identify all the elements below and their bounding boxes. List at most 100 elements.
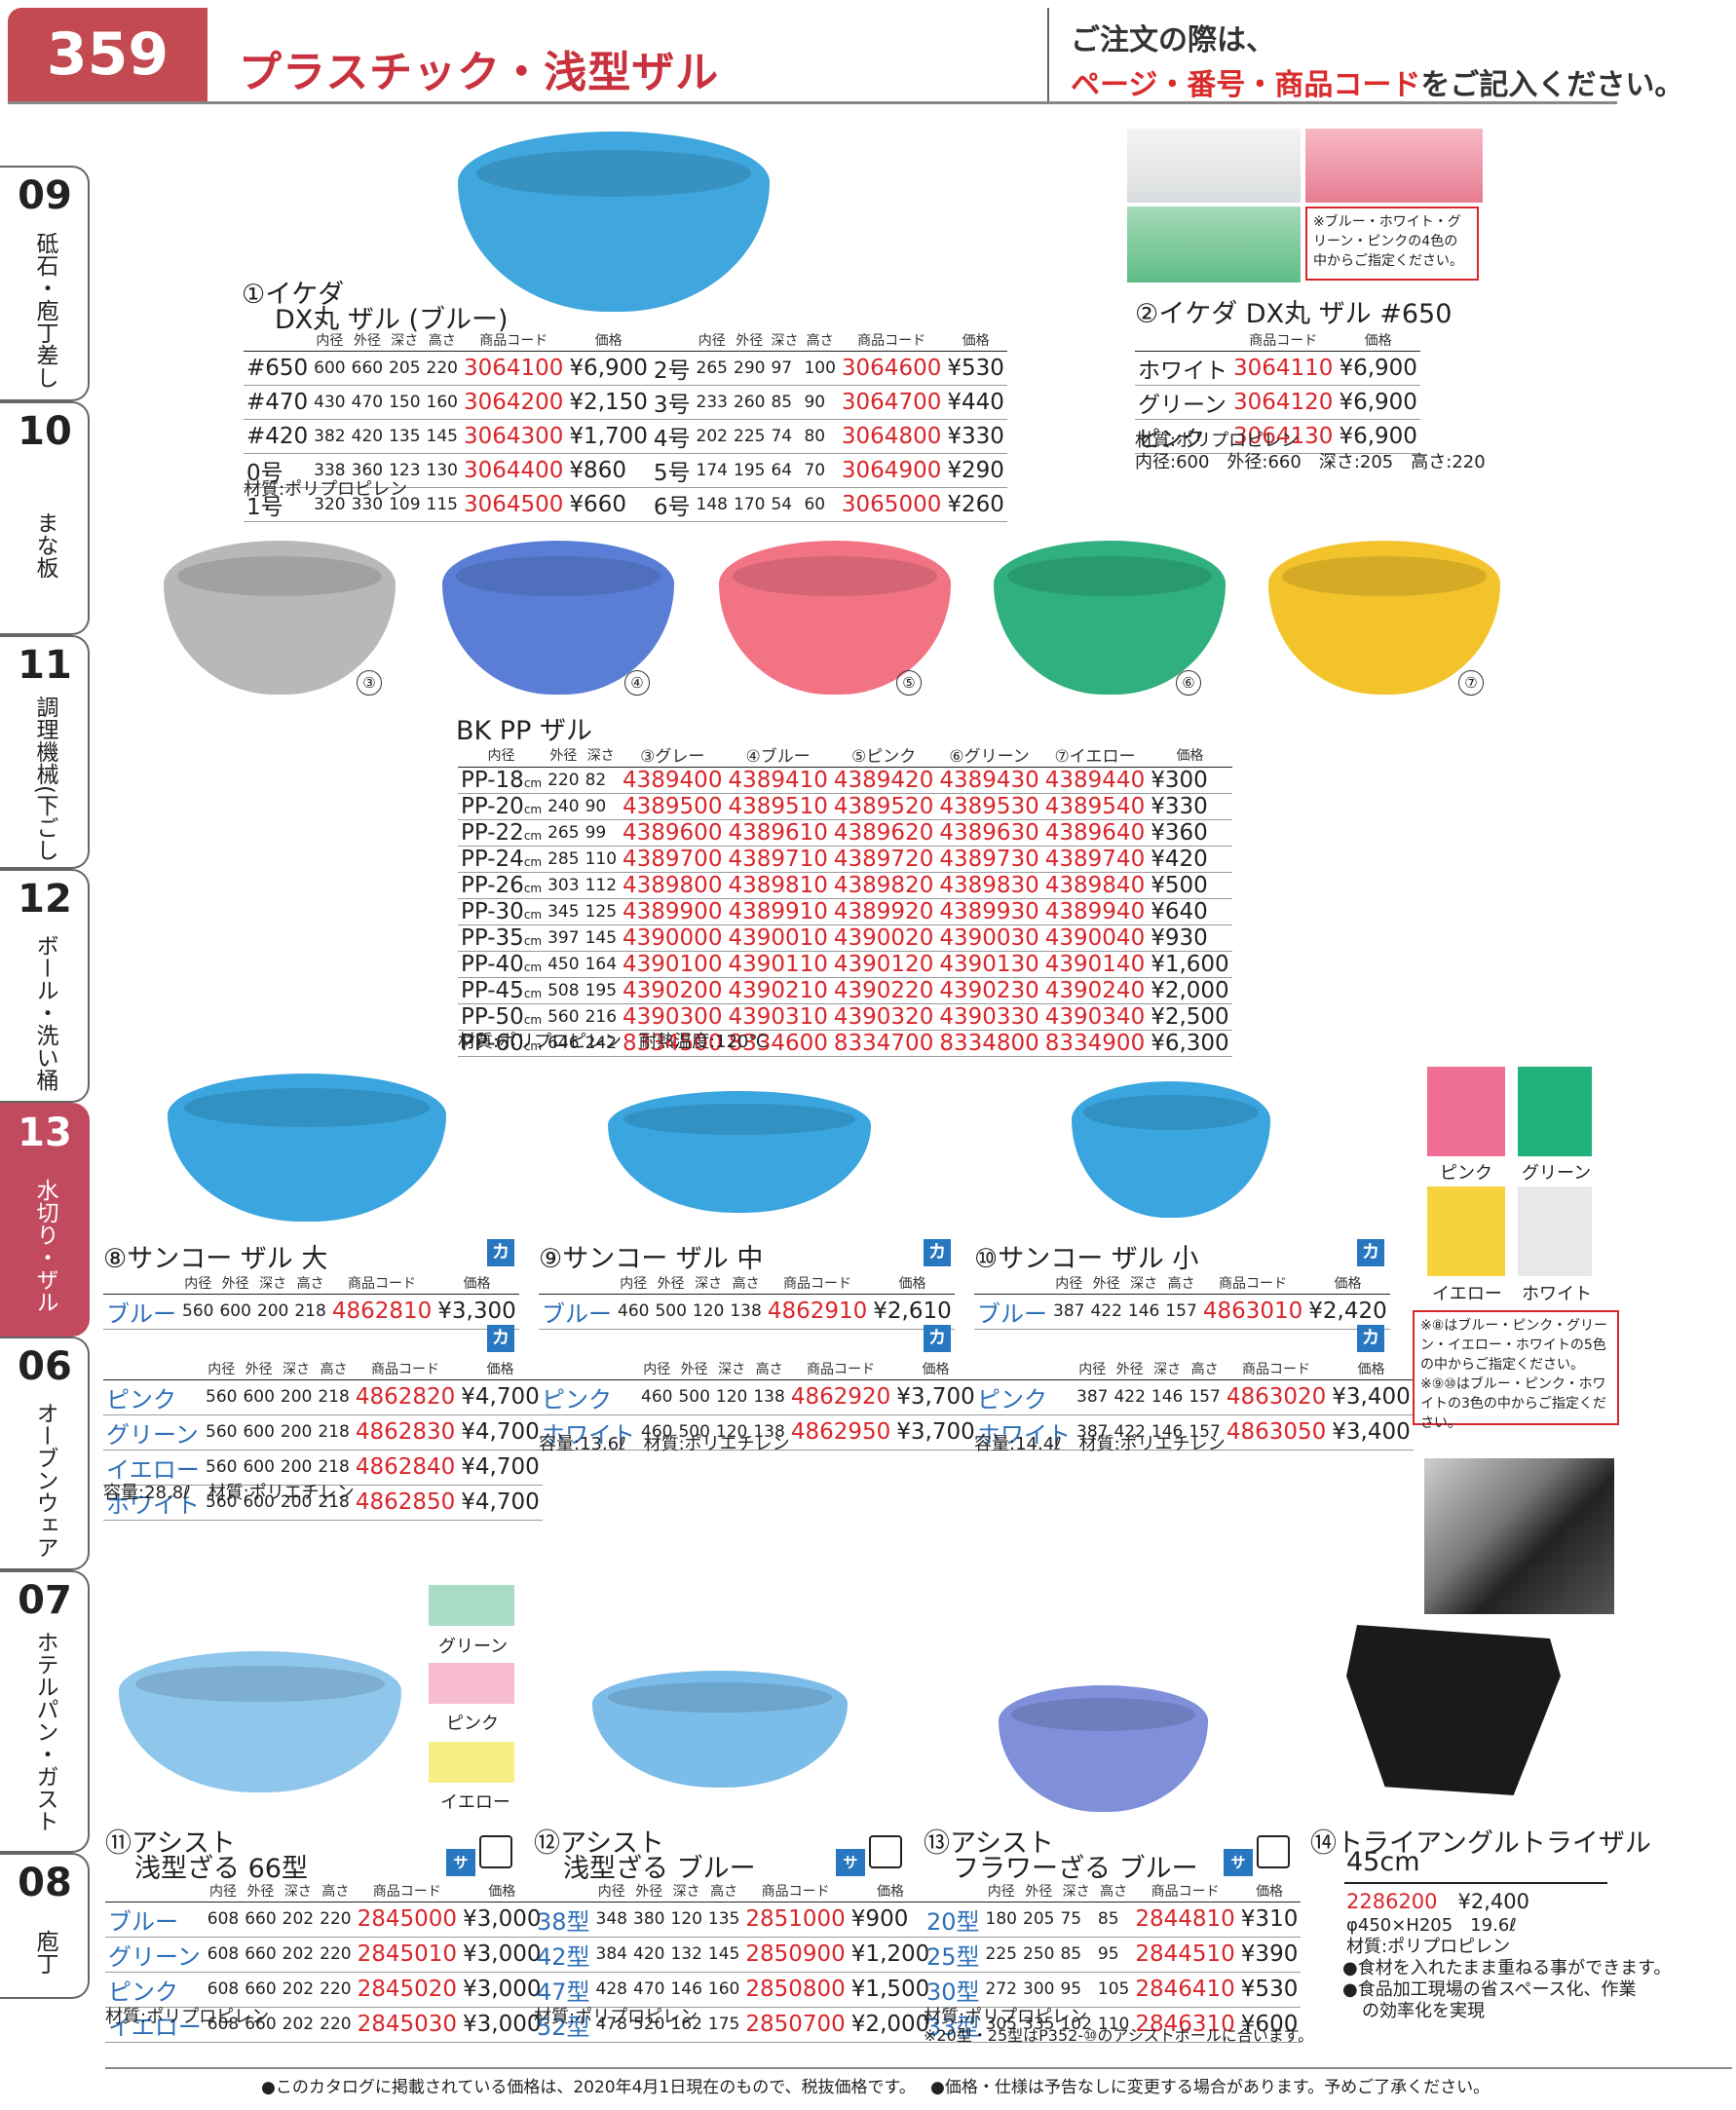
marker-3: ③ xyxy=(357,670,382,696)
t14-price: ¥2,400 xyxy=(1457,1890,1530,1913)
a13-material: 材質:ポリプロピレン xyxy=(924,2007,1088,2027)
table-row: PP-35cm 397 145 4390000 4390010 4390020 439003… xyxy=(458,924,1232,952)
table-row: PP-18cm 220 82 4389400 4389410 4389420 4389430… xyxy=(458,767,1232,794)
table-row: ピンク 3064130 ¥6,900 xyxy=(1135,419,1420,454)
swatch-label-yellow: イエロー xyxy=(1432,1284,1502,1304)
tab-label: 調理機械(下ごしらえ) xyxy=(32,696,57,861)
a11-title-line2: 浅型ざる 66型 xyxy=(134,1854,308,1884)
table-row: グリーン 608 660 202 220 2845010 ¥3,000 xyxy=(105,1937,545,1973)
t14-code: 2286200 xyxy=(1346,1890,1438,1913)
table-row: 25型 225 250 85 95 2844510 ¥390 xyxy=(924,1937,1302,1973)
table-row: 52型 478 520 162 175 2850700 ¥2,000 xyxy=(534,2007,933,2043)
p2-swatch-white xyxy=(1127,129,1301,203)
tab-13-active[interactable]: 13 水切り・ザル xyxy=(0,1103,90,1337)
t14-dims: φ450×H205 19.6ℓ xyxy=(1346,1915,1517,1936)
t14-bullet-3: の効率化を実現 xyxy=(1362,2001,1485,2021)
p2-swatch-green xyxy=(1127,207,1301,283)
table-row: PP-22cm 265 99 4389600 4389610 4389620 4389630… xyxy=(458,819,1232,847)
page-title: プラスチック・浅型ザル xyxy=(239,48,720,97)
table-row: #470 430 470 150 160 3064200 ¥2,150 3号 233 260 85 9… xyxy=(244,385,1007,420)
s9-ka-badge: カ xyxy=(924,1239,951,1266)
table-row: イエロー 560 600 200 218 4862840 ¥4,700 xyxy=(103,1450,543,1486)
s10-ka-badge: カ xyxy=(1357,1239,1384,1266)
swatch-green xyxy=(1518,1067,1592,1156)
a11-swatch-label-green: グリーン xyxy=(438,1637,509,1657)
a13-spec-table: 内径 外径 深さ 高さ 商品コード 価格 20型 180 205 75 85 2844810 ¥310… xyxy=(924,1880,1302,2043)
tab-label: オーブンウェア xyxy=(32,1401,57,1559)
swatch-label-white: ホワイト xyxy=(1522,1284,1592,1304)
table-row: ピンク 608 660 202 220 2845020 ¥3,000 xyxy=(105,1972,545,2008)
tab-number: 08 xyxy=(18,1861,72,1905)
table-row: 1号 320 330 109 115 3064500 ¥660 6号 148 170 54 60 306… xyxy=(244,487,1007,522)
tab-number: 07 xyxy=(18,1578,72,1623)
s9-image xyxy=(608,1091,871,1213)
a11-spec-table: 内径 外径 深さ 高さ 商品コード 価格 ブルー 608 660 202 220 2845000 ¥3… xyxy=(105,1880,545,2043)
a13-stack-icon xyxy=(1257,1835,1290,1868)
p2-title: ②イケダ DX丸 ザル #650 xyxy=(1135,299,1453,329)
bk-material: 材質:ポリプロピレン 耐熱温度:120℃ xyxy=(458,1032,769,1052)
table-row: ホワイト 387 422 146 157 4863050 ¥3,400 xyxy=(974,1414,1414,1451)
table-row: ブルー 460 500 120 138 4862910 ¥2,610 xyxy=(539,1294,955,1330)
tab-10[interactable]: 10 まな板 xyxy=(0,401,90,635)
s8-ka-badge: カ xyxy=(487,1239,514,1266)
table-row: 38型 348 380 120 135 2851000 ¥900 xyxy=(534,1902,933,1938)
p2-material: 材質:ポリプロピレン xyxy=(1135,431,1300,451)
p2-dims: 内径:600 外径:660 深さ:205 高さ:220 xyxy=(1135,452,1486,472)
table-row: PP-26cm 303 112 4389800 4389810 4389820 438983… xyxy=(458,872,1232,899)
tab-11[interactable]: 11 調理機械(下ごしらえ) xyxy=(0,635,90,869)
s9-table-colors: 内径 外径 深さ 高さ 商品コード 価格 ピンク 460 500 120 138 4862920 ¥3… xyxy=(539,1358,978,1451)
tab-07[interactable]: 07 ホテルパン・ガストロノームパン xyxy=(0,1570,90,1853)
footer-right: ●価格・仕様は予告なしに変更する場合があります。予めご了承ください。 xyxy=(930,2078,1491,2097)
swatch-label-green: グリーン xyxy=(1522,1163,1592,1184)
t14-title-line1: ⑭トライアングルトライザル xyxy=(1310,1828,1651,1859)
a11-title-line1: ⑪アシスト xyxy=(105,1828,236,1859)
product-image-1 xyxy=(458,132,770,312)
swatch-label-pink: ピンク xyxy=(1440,1163,1492,1184)
table-row: グリーン 560 600 200 218 4862830 ¥4,700 xyxy=(103,1414,543,1451)
s10-table-blue: 内径 外径 深さ 高さ 商品コード 価格 ブルー 387 422 146 157 4863010 ¥2… xyxy=(974,1272,1390,1330)
bk-spec-table: 内径 外径 深さ ③グレー ④ブルー ⑤ピンク ⑥グリーン ⑦イエロー 価格 PP-18cm 22… xyxy=(458,742,1232,1057)
s9-ka-badge-2: カ xyxy=(924,1325,951,1352)
bk-title: BK PP ザル xyxy=(456,716,592,746)
table-row: PP-45cm 508 195 4390200 4390210 4390220 439023… xyxy=(458,977,1232,1004)
s10-title: ⑩サンコー ザル 小 xyxy=(974,1244,1199,1274)
tab-label: まな板 xyxy=(32,510,57,579)
tab-06[interactable]: 06 オーブンウェア xyxy=(0,1337,90,1570)
tab-08[interactable]: 08 庖丁 xyxy=(0,1853,90,1999)
tab-number: 12 xyxy=(18,877,72,922)
table-row: #420 382 420 135 145 3064300 ¥1,700 4号 202 225 74 8… xyxy=(244,419,1007,454)
a11-swatch-label-pink: ピンク xyxy=(446,1714,499,1734)
footer-rule xyxy=(105,2067,1732,2069)
marker-6: ⑥ xyxy=(1176,670,1201,696)
table-row: ピンク 460 500 120 138 4862920 ¥3,700 xyxy=(539,1379,978,1415)
s8-table-colors: 内径 外径 深さ 高さ 商品コード 価格 ピンク 560 600 200 218 4862820 ¥4… xyxy=(103,1358,543,1521)
s10-image xyxy=(1072,1081,1270,1218)
s8-ka-badge-2: カ xyxy=(487,1325,514,1352)
tab-12[interactable]: 12 ボール・洗い桶 xyxy=(0,869,90,1103)
t14-bullet-1: ●食材を入れたまま重ねる事ができます。 xyxy=(1342,1958,1672,1978)
p1-material: 材質:ポリプロピレン xyxy=(244,479,408,500)
a12-title-line1: ⑫アシスト xyxy=(534,1828,664,1859)
a13-note: ※20型・25型はP352-⑩のアシストボールに合います。 xyxy=(924,2026,1314,2045)
marker-5: ⑤ xyxy=(896,670,922,696)
notice-line2-red: ページ・番号・商品コード xyxy=(1071,68,1421,102)
s8-title: ⑧サンコー ザル 大 xyxy=(103,1244,328,1274)
swatch-yellow xyxy=(1427,1187,1505,1276)
table-row: ホワイト 3064110 ¥6,900 xyxy=(1135,351,1420,386)
tab-number: 06 xyxy=(18,1344,72,1389)
order-notice: ご注文の際は、 ページ・番号・商品コードをご記入ください。 xyxy=(1047,8,1683,102)
a12-image xyxy=(592,1671,848,1788)
tab-number: 10 xyxy=(18,409,72,454)
t14-material: 材質:ポリプロピレン xyxy=(1346,1937,1511,1957)
table-row: ピンク 387 422 146 157 4863020 ¥3,400 xyxy=(974,1379,1414,1415)
s8-table-blue: 内径 外径 深さ 高さ 商品コード 価格 ブルー 560 600 200 218 4862810 ¥3… xyxy=(103,1272,519,1330)
sanko-color-note: ※⑧はブルー・ピンク・グリーン・イエロー・ホワイトの5色の中からご指定ください。… xyxy=(1413,1310,1619,1431)
tab-label: 砥石・庖丁差し xyxy=(32,231,57,389)
tab-number: 09 xyxy=(18,173,72,218)
table-row: PP-20cm 240 90 4389500 4389510 4389520 4389530… xyxy=(458,793,1232,820)
s8-note: 容量:28.8ℓ 材質:ポリエチレン xyxy=(103,1483,355,1503)
usage-photo xyxy=(1424,1458,1614,1614)
tab-number: 13 xyxy=(18,1111,72,1155)
tab-09[interactable]: 09 砥石・庖丁差し xyxy=(0,166,90,401)
a12-stack-icon xyxy=(869,1835,902,1868)
